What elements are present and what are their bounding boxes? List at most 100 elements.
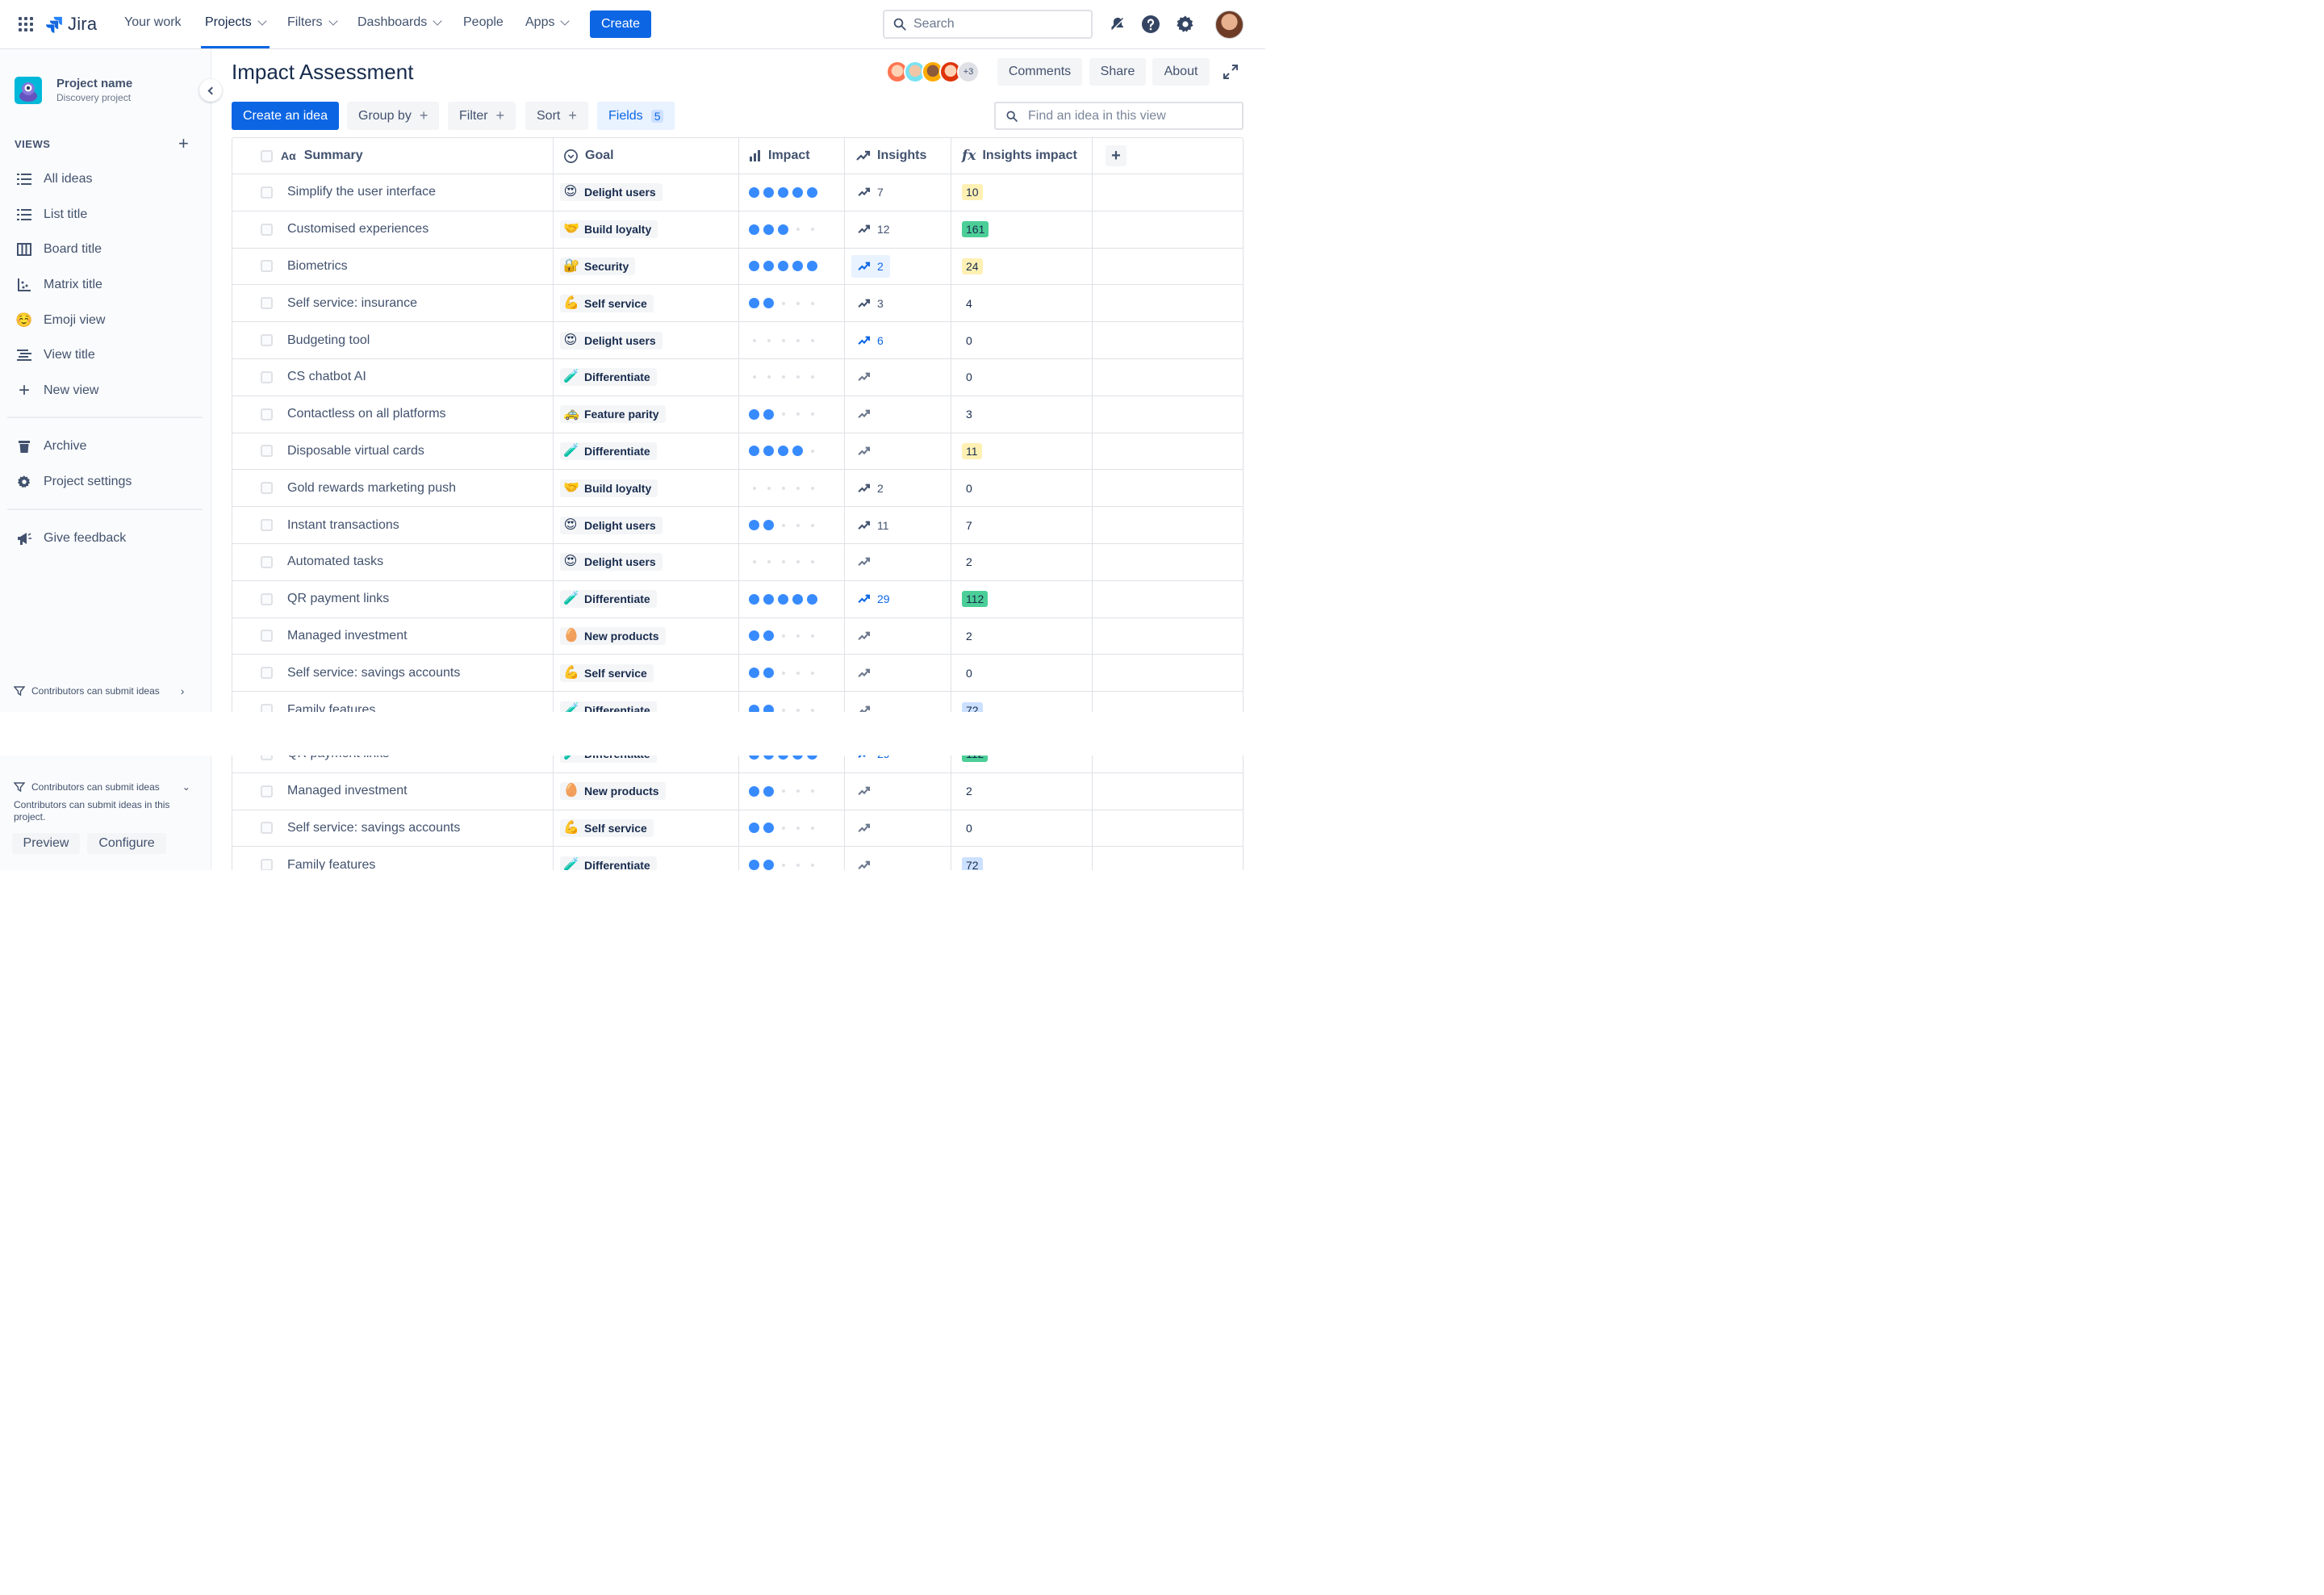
insights-cell[interactable] xyxy=(845,692,951,728)
row-checkbox[interactable] xyxy=(261,186,273,199)
insights-count[interactable]: 29 xyxy=(851,588,897,610)
idea-summary[interactable]: Instant transactions xyxy=(287,517,399,532)
idea-summary[interactable]: Managed investment xyxy=(287,784,408,798)
insights-cell[interactable]: 6 xyxy=(845,322,951,358)
impact-rating[interactable] xyxy=(749,520,817,531)
insights-cell[interactable] xyxy=(845,772,951,810)
impact-cell[interactable] xyxy=(739,543,845,580)
insights-count[interactable]: 11 xyxy=(851,514,896,537)
idea-summary[interactable]: Budgeting tool xyxy=(287,333,370,347)
insights-cell[interactable] xyxy=(845,433,951,470)
nav-dashboards[interactable]: Dashboards xyxy=(357,15,442,30)
impact-cell[interactable] xyxy=(739,580,845,617)
impact-cell[interactable] xyxy=(739,248,845,285)
insights-cell[interactable] xyxy=(845,358,951,396)
insights-count[interactable] xyxy=(851,625,884,647)
goal-tag[interactable]: 😍 Delight users xyxy=(560,516,663,534)
row-checkbox[interactable] xyxy=(261,822,273,835)
impact-rating[interactable] xyxy=(749,860,817,870)
impact-cell[interactable] xyxy=(739,174,845,211)
project-name[interactable]: Project name xyxy=(56,77,133,90)
idea-summary[interactable]: CS chatbot AI xyxy=(287,370,366,384)
create-idea-button[interactable]: Create an idea xyxy=(232,102,339,130)
summary-cell[interactable]: Disposable virtual cards xyxy=(232,433,554,470)
idea-summary[interactable]: Biometrics xyxy=(287,258,348,273)
idea-summary[interactable]: Self service: insurance xyxy=(287,295,417,310)
settings-gear-icon[interactable] xyxy=(1176,15,1195,34)
idea-summary[interactable]: Self service: savings accounts xyxy=(287,665,461,680)
idea-summary[interactable]: Gold rewards marketing push xyxy=(287,480,456,495)
summary-cell[interactable]: Self service: savings accounts xyxy=(232,810,554,847)
preview-button[interactable]: Preview xyxy=(12,833,80,854)
insights-count[interactable]: 7 xyxy=(851,181,890,203)
sidebar-item-archive[interactable]: Archive xyxy=(0,430,202,463)
table-row[interactable]: Disposable virtual cards 🧪 Differentiate 11 xyxy=(232,433,1243,471)
contributors-toggle[interactable]: Contributors can submit ideas › xyxy=(14,684,184,697)
row-checkbox[interactable] xyxy=(261,667,273,680)
idea-summary[interactable]: Contactless on all platforms xyxy=(287,407,446,421)
row-checkbox[interactable] xyxy=(261,555,273,568)
row-checkbox[interactable] xyxy=(261,592,273,605)
notification-bell-icon[interactable] xyxy=(1107,15,1126,34)
sidebar-item-give-feedback[interactable]: Give feedback xyxy=(0,522,202,555)
impact-rating[interactable] xyxy=(749,486,817,490)
impact-cell[interactable] xyxy=(739,847,845,870)
goal-cell[interactable]: 🧪 Differentiate xyxy=(554,847,739,870)
insights-count[interactable]: 6 xyxy=(851,329,890,352)
summary-cell[interactable]: Gold rewards marketing push xyxy=(232,470,554,507)
goal-column-header[interactable]: Goal xyxy=(554,138,739,174)
goal-cell[interactable]: 💪 Self service xyxy=(554,810,739,847)
insights-impact-column-header[interactable]: fx Insights impact xyxy=(951,138,1093,174)
impact-cell[interactable] xyxy=(739,617,845,655)
goal-cell[interactable]: 😍 Delight users xyxy=(554,507,739,543)
goal-cell[interactable]: 🥚 New products xyxy=(554,617,739,655)
sort-button[interactable]: Sort + xyxy=(525,102,588,130)
select-all-checkbox[interactable] xyxy=(261,149,273,162)
summary-cell[interactable]: Budgeting tool xyxy=(232,322,554,358)
jira-logo[interactable]: Jira xyxy=(45,14,97,35)
goal-cell[interactable]: 🤝 Build loyalty xyxy=(554,470,739,507)
configure-button[interactable]: Configure xyxy=(87,833,166,854)
goal-cell[interactable]: 🧪 Differentiate xyxy=(554,358,739,396)
nav-projects[interactable]: Projects xyxy=(205,15,267,30)
impact-rating[interactable] xyxy=(749,338,817,342)
insights-count[interactable]: 3 xyxy=(851,292,890,315)
summary-cell[interactable]: Family features xyxy=(232,847,554,870)
goal-cell[interactable]: 🥚 New products xyxy=(554,772,739,810)
goal-tag[interactable]: 💪 Self service xyxy=(560,818,654,837)
goal-cell[interactable]: 🧪 Differentiate xyxy=(554,580,739,617)
insights-count[interactable] xyxy=(851,366,884,388)
comments-button[interactable]: Comments xyxy=(997,58,1082,86)
row-checkbox[interactable] xyxy=(261,630,273,643)
impact-cell[interactable] xyxy=(739,322,845,358)
goal-tag[interactable]: 🧪 Differentiate xyxy=(560,368,657,387)
share-button[interactable]: Share xyxy=(1089,58,1146,86)
table-row[interactable]: Customised experiences 🤝 Build loyalty 12 16… xyxy=(232,211,1243,249)
row-checkbox[interactable] xyxy=(261,370,273,383)
impact-cell[interactable] xyxy=(739,810,845,847)
impact-rating[interactable] xyxy=(749,224,817,235)
sidebar-item-board-title[interactable]: Board title xyxy=(0,233,202,266)
row-checkbox[interactable] xyxy=(261,334,273,347)
idea-summary[interactable]: Family features xyxy=(287,857,376,870)
idea-summary[interactable]: QR payment links xyxy=(287,592,390,606)
impact-rating[interactable] xyxy=(749,630,817,642)
insights-cell[interactable]: 12 xyxy=(845,211,951,248)
row-checkbox[interactable] xyxy=(261,785,273,798)
nav-filters[interactable]: Filters xyxy=(287,15,338,30)
goal-cell[interactable]: 🔐 Security xyxy=(554,248,739,285)
sidebar-item-view-title[interactable]: View title xyxy=(0,339,202,371)
help-icon[interactable] xyxy=(1141,15,1160,34)
impact-rating[interactable] xyxy=(749,668,817,679)
insights-count[interactable] xyxy=(851,780,884,802)
insights-count[interactable]: 12 xyxy=(851,218,897,241)
goal-tag[interactable]: 🧪 Differentiate xyxy=(560,442,657,460)
insights-count[interactable] xyxy=(851,440,884,463)
about-button[interactable]: About xyxy=(1152,58,1210,86)
goal-tag[interactable]: 😍 Delight users xyxy=(560,331,663,350)
goal-tag[interactable]: 😍 Delight users xyxy=(560,553,663,571)
goal-cell[interactable]: 🤝 Build loyalty xyxy=(554,211,739,248)
summary-cell[interactable]: Customised experiences xyxy=(232,211,554,248)
insights-cell[interactable]: 2 xyxy=(845,248,951,285)
row-checkbox[interactable] xyxy=(261,297,273,310)
